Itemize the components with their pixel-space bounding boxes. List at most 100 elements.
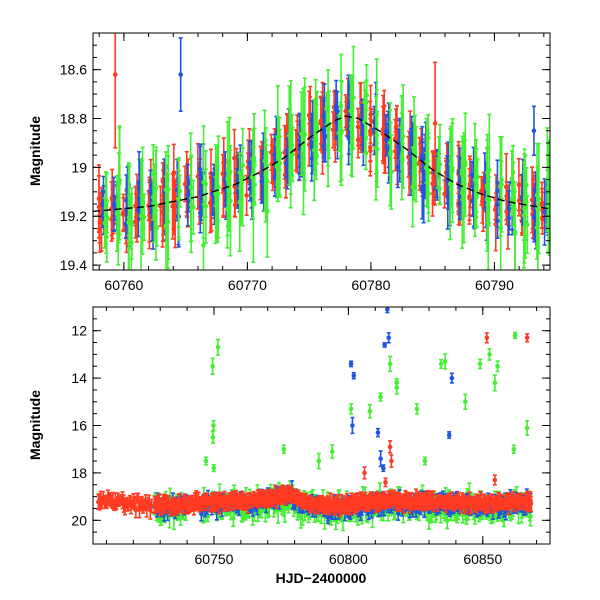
top-x-tick-label: 60760 <box>104 277 143 293</box>
top-data-point <box>421 156 427 224</box>
bottom-outlier-point <box>487 348 492 361</box>
bottom-outlier-point <box>524 419 530 436</box>
top-data-point <box>504 198 509 226</box>
bottom-y-tick-label: 20 <box>71 512 87 528</box>
top-data-point <box>129 197 134 270</box>
bottom-y-tick-label: 18 <box>71 465 87 481</box>
top-y-tick-label: 19 <box>71 159 87 175</box>
bottom-outlier-point <box>211 464 217 473</box>
top-data-point <box>150 173 156 221</box>
top-y-axis-label: Magnitude <box>27 116 43 186</box>
top-data-point <box>237 152 243 253</box>
top-data-point <box>263 144 269 199</box>
top-data-point <box>272 133 277 177</box>
bottom-y-axis-label: Magnitude <box>27 390 43 460</box>
top-data-point <box>397 119 402 173</box>
top-panel: 60760 60770 60780 60790 18.6 18.8 19 19.2 19.4 M… <box>27 32 551 293</box>
bottom-outlier-point <box>387 440 393 454</box>
bottom-outlier-point <box>449 372 455 384</box>
top-data-point <box>368 107 373 162</box>
top-data-point <box>516 157 522 212</box>
top-data-point <box>540 191 545 229</box>
bottom-data-point <box>135 492 141 509</box>
bottom-outlier-point <box>351 371 357 380</box>
bottom-outlier-point <box>378 450 383 468</box>
top-data-point <box>437 123 443 206</box>
top-y-tick-label: 18.6 <box>60 62 87 78</box>
top-data-point <box>274 144 280 186</box>
bottom-y-tick-label: 12 <box>71 323 87 339</box>
top-data-point <box>450 117 455 224</box>
top-data-point <box>485 139 490 207</box>
bottom-y-tick-label: 16 <box>71 418 87 434</box>
top-y-tick-label: 18.8 <box>60 111 87 127</box>
bottom-data-point <box>149 498 154 514</box>
bottom-outlier-point <box>281 444 287 455</box>
top-data-point <box>240 147 245 184</box>
bottom-outlier-point <box>362 466 367 480</box>
top-notable-point <box>432 61 438 186</box>
top-data-point <box>311 99 317 202</box>
top-data-point <box>363 135 369 171</box>
top-data-point <box>321 100 326 159</box>
top-data-point <box>330 111 336 149</box>
top-data-point <box>495 202 500 240</box>
bottom-x-axis-label: HJD−2400000 <box>276 570 367 586</box>
bottom-outlier-point <box>382 342 387 348</box>
bottom-x-tick-label: 60750 <box>195 551 234 567</box>
top-data-point <box>412 114 418 190</box>
bottom-outlier-point <box>383 477 388 488</box>
top-data-point <box>247 176 253 202</box>
bottom-outlier-point <box>387 355 393 373</box>
top-data-point <box>198 143 203 208</box>
top-data-point <box>207 172 213 234</box>
top-x-tick-label: 60780 <box>351 277 390 293</box>
top-data-point <box>467 175 472 222</box>
top-notable-point <box>112 33 118 149</box>
top-data-point <box>104 199 110 239</box>
bottom-outlier-point <box>438 358 444 369</box>
bottom-outlier-point <box>394 380 400 395</box>
bottom-outlier-point <box>367 403 373 419</box>
top-data-point <box>126 162 132 270</box>
top-data-point <box>480 178 486 233</box>
top-data-point <box>448 125 454 191</box>
top-data-point <box>284 148 289 179</box>
bottom-outlier-point <box>348 360 354 368</box>
bottom-outlier-point <box>422 456 428 466</box>
top-panel-ticks: 60760 60770 60780 60790 18.6 18.8 19 19.2 19.4 <box>60 32 550 293</box>
top-data-point <box>117 125 123 236</box>
bottom-panel: 60750 60800 60850 12 14 16 18 20 Magnitude HJD−… <box>27 306 551 586</box>
top-data-point <box>251 166 257 205</box>
top-data-point <box>102 197 107 249</box>
bottom-outlier-point <box>484 332 490 344</box>
top-data-point <box>314 90 320 158</box>
top-data-point <box>387 109 393 177</box>
top-data-point <box>457 186 462 221</box>
bottom-outlier-point <box>375 427 381 438</box>
bottom-outlier-point <box>446 431 452 439</box>
top-y-tick-label: 19.2 <box>60 208 87 224</box>
top-data-point <box>399 95 404 160</box>
bottom-x-tick-label: 60850 <box>463 551 502 567</box>
bottom-outlier-point <box>378 392 383 402</box>
bottom-outlier-point <box>381 464 386 473</box>
bottom-outlier-point <box>386 332 392 344</box>
bottom-outlier-point <box>210 357 215 375</box>
top-data-point <box>176 157 182 241</box>
top-data-point <box>338 101 343 183</box>
top-data-point <box>462 139 468 185</box>
top-data-point <box>140 146 145 255</box>
top-x-tick-label: 60790 <box>475 277 514 293</box>
bottom-y-tick-label: 14 <box>71 370 87 386</box>
bottom-outlier-point <box>414 403 420 415</box>
top-data-point <box>348 81 354 177</box>
top-data-point <box>459 140 465 201</box>
top-data-point <box>299 91 304 177</box>
top-data-point <box>510 161 516 227</box>
bottom-outlier-point <box>477 358 483 370</box>
top-x-tick-label: 60770 <box>228 277 267 293</box>
top-data-point <box>364 79 370 112</box>
top-data-point <box>499 160 504 200</box>
